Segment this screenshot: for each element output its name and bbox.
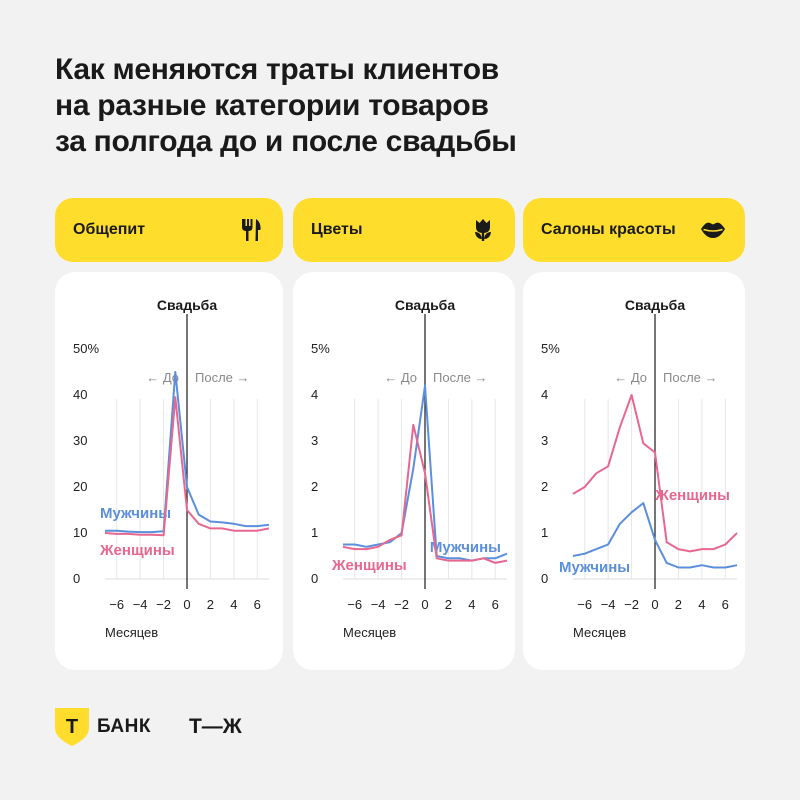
x-tick-label: 2 xyxy=(675,597,682,612)
x-tick-label: 6 xyxy=(492,597,499,612)
series-line-women xyxy=(572,394,738,553)
x-tick-label: −4 xyxy=(371,597,386,612)
x-axis-label: Месяцев xyxy=(343,625,396,640)
wedding-label: Свадьба xyxy=(157,297,217,313)
x-axis-label: Месяцев xyxy=(105,625,158,640)
series-line-men xyxy=(105,371,270,534)
category-label: Салоны красоты xyxy=(541,221,676,238)
y-tick-label: 3 xyxy=(541,433,548,448)
category-card-food: Общепит xyxy=(55,198,283,262)
category-label: Общепит xyxy=(73,221,146,238)
category-label: Цветы xyxy=(311,221,363,238)
y-tick-label: 0 xyxy=(311,571,318,586)
x-tick-label: 0 xyxy=(651,597,658,612)
chart-panel-flowers: 0 1 2 3 4 5% −6 −4 −2 0 2 4 6 Свадьба ← До После → Месяц… xyxy=(293,272,515,670)
chart-panel-beauty: 0 1 2 3 4 5% −6 −4 −2 0 2 4 6 Свадьба ← До После → Месяц… xyxy=(523,272,745,670)
y-tick-label: 2 xyxy=(311,479,318,494)
wedding-label: Свадьба xyxy=(625,297,685,313)
wedding-label: Свадьба xyxy=(395,297,455,313)
x-tick-label: 0 xyxy=(183,597,190,612)
x-tick-label: 6 xyxy=(722,597,729,612)
series-label-women: Женщины xyxy=(99,542,175,559)
fork-knife-icon xyxy=(242,219,261,241)
x-tick-label: −6 xyxy=(347,597,362,612)
x-axis-label: Месяцев xyxy=(573,625,626,640)
x-tick-label: 0 xyxy=(421,597,428,612)
y-tick-label: 1 xyxy=(311,525,318,540)
x-tick-label: 4 xyxy=(468,597,475,612)
x-tick-label: 4 xyxy=(698,597,705,612)
x-tick-label: −2 xyxy=(394,597,409,612)
before-label: ← До xyxy=(614,370,647,385)
category-card-beauty: Салоны красоты xyxy=(523,198,745,262)
y-tick-label: 50% xyxy=(73,341,99,356)
page-title: Как меняются траты клиентов на разные ка… xyxy=(55,52,517,160)
series-label-men: Мужчины xyxy=(100,505,171,522)
y-tick-label: 3 xyxy=(311,433,318,448)
tbank-shield-icon: Т xyxy=(55,708,89,746)
tulip-icon xyxy=(475,219,491,241)
x-tick-label: −2 xyxy=(156,597,171,612)
y-tick-label: 5% xyxy=(311,341,330,356)
svg-text:Т: Т xyxy=(66,716,78,738)
series-label-men: Мужчины xyxy=(559,559,630,576)
y-tick-label: 4 xyxy=(541,387,548,402)
tzh-logo: Т—Ж xyxy=(188,715,242,738)
y-tick-label: 20 xyxy=(73,479,87,494)
x-tick-label: −6 xyxy=(109,597,124,612)
chart-beauty: 0 1 2 3 4 5% −6 −4 −2 0 2 4 6 Свадьба ← До После → Месяц… xyxy=(541,297,738,640)
x-tick-label: −2 xyxy=(624,597,639,612)
tbank-wordmark: БАНК xyxy=(97,716,151,737)
x-tick-label: −6 xyxy=(577,597,592,612)
y-tick-label: 5% xyxy=(541,341,560,356)
before-label: ← До xyxy=(146,370,179,385)
chart-panel-food: 0 10 20 30 40 50% −6 −4 −2 0 2 4 6 Свадьба ← До После →… xyxy=(55,272,283,670)
category-card-flowers: Цветы xyxy=(293,198,515,262)
series-label-men: Мужчины xyxy=(430,539,501,556)
y-tick-label: 4 xyxy=(311,387,318,402)
x-tick-label: 2 xyxy=(445,597,452,612)
x-tick-label: 2 xyxy=(207,597,214,612)
x-tick-label: 4 xyxy=(230,597,237,612)
title-line-1: Как меняются траты клиентов xyxy=(55,53,499,86)
series-line-women xyxy=(342,423,508,564)
tbank-logo: Т БАНК xyxy=(55,708,151,746)
title-line-2: на разные категории товаров xyxy=(55,89,489,122)
before-label: ← До xyxy=(384,370,417,385)
y-tick-label: 30 xyxy=(73,433,87,448)
y-tick-label: 40 xyxy=(73,387,87,402)
after-label: После → xyxy=(195,370,250,385)
series-label-women: Женщины xyxy=(654,487,730,504)
title-line-3: за полгода до и после свадьбы xyxy=(55,125,517,158)
y-tick-label: 2 xyxy=(541,479,548,494)
footer: Т БАНК Т—Ж xyxy=(55,708,242,746)
series-line-women xyxy=(104,396,270,537)
y-tick-label: 1 xyxy=(541,525,548,540)
x-tick-label: −4 xyxy=(601,597,616,612)
after-label: После → xyxy=(663,370,718,385)
chart-flowers: 0 1 2 3 4 5% −6 −4 −2 0 2 4 6 Свадьба ← До После → Месяц… xyxy=(311,297,508,640)
y-tick-label: 10 xyxy=(73,525,87,540)
lips-icon xyxy=(701,222,725,238)
after-label: После → xyxy=(433,370,488,385)
y-tick-label: 0 xyxy=(73,571,80,586)
x-tick-label: −4 xyxy=(133,597,148,612)
x-tick-label: 6 xyxy=(254,597,261,612)
series-line-men xyxy=(572,502,738,569)
y-tick-label: 0 xyxy=(541,571,548,586)
chart-food: 0 10 20 30 40 50% −6 −4 −2 0 2 4 6 Свадьба ← До После →… xyxy=(73,297,270,640)
series-label-women: Женщины xyxy=(331,557,407,574)
